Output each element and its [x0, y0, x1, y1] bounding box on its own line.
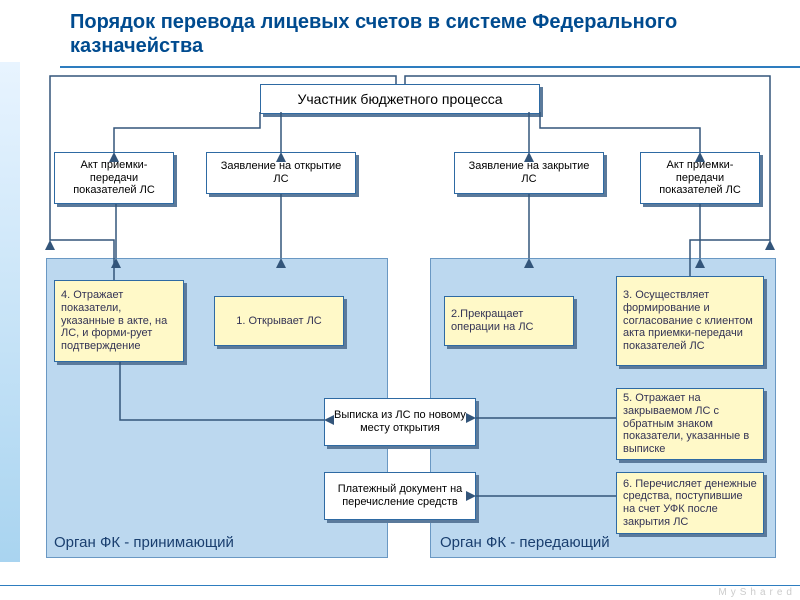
- node-y5: 5. Отражает на закрываемом ЛС с обратным…: [616, 388, 764, 460]
- region-receiving-label: Орган ФК - принимающий: [54, 534, 234, 551]
- node-zayav_open: Заявление на открытие ЛС: [206, 152, 356, 194]
- page-title: Порядок перевода лицевых счетов в систем…: [70, 10, 690, 58]
- node-y3: 3. Осуществляет формирование и согласова…: [616, 276, 764, 366]
- node-y2: 2.Прекращает операции на ЛС: [444, 296, 574, 346]
- node-platdoc: Платежный документ на перечисление средс…: [324, 472, 476, 520]
- watermark: MyShared: [718, 587, 796, 598]
- node-y6: 6. Перечисляет денежные средства, поступ…: [616, 472, 764, 534]
- node-akt_r: Акт приемки-передачи показателей ЛС: [640, 152, 760, 204]
- node-top: Участник бюджетного процесса: [260, 84, 540, 114]
- footer-rule: [0, 585, 800, 586]
- left-gradient-strip: [0, 62, 20, 562]
- node-akt_l: Акт приемки-передачи показателей ЛС: [54, 152, 174, 204]
- node-vypiska: Выписка из ЛС по новому месту открытия: [324, 398, 476, 446]
- node-y1: 1. Открывает ЛС: [214, 296, 344, 346]
- node-zayav_close: Заявление на закрытие ЛС: [454, 152, 604, 194]
- region-sending-label: Орган ФК - передающий: [440, 534, 610, 551]
- node-y4: 4. Отражает показатели, указанные в акте…: [54, 280, 184, 362]
- header-rule: [60, 66, 800, 68]
